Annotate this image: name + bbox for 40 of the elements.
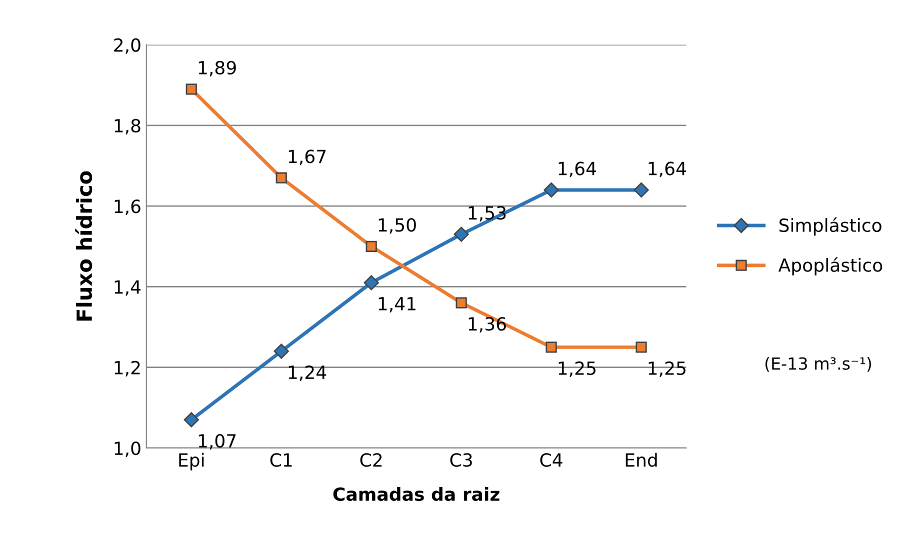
x-tick-label: C2 <box>360 453 382 467</box>
x-tick-label: C1 <box>270 453 292 467</box>
y-tick-label: 1,8 <box>114 118 140 134</box>
data-label: 1,25 <box>648 361 686 377</box>
point <box>364 275 379 290</box>
point <box>184 412 199 428</box>
legend-label: Simplástico <box>779 217 882 236</box>
data-label: 1,89 <box>198 60 236 76</box>
point <box>546 342 557 353</box>
point <box>544 182 559 198</box>
legend-label: Apoplástico <box>778 257 882 276</box>
data-label: 1,36 <box>468 317 506 333</box>
point <box>366 240 377 252</box>
y-tick-label: 1,2 <box>114 360 140 376</box>
point <box>636 342 647 353</box>
point <box>276 172 287 184</box>
x-tick-label: Epi <box>179 452 204 470</box>
data-label: 1,64 <box>648 162 686 178</box>
y-tick-label: 1,0 <box>114 441 140 457</box>
x-tick-label: C3 <box>450 453 472 467</box>
x-tick-label: C4 <box>540 453 562 467</box>
point <box>274 344 289 359</box>
data-label: 1,41 <box>378 297 416 312</box>
y-tick-label: 2,0 <box>114 38 140 54</box>
data-label: 1,64 <box>558 162 596 178</box>
x-axis-title: Camadas da raiz <box>333 487 500 501</box>
data-label: 1,07 <box>198 434 236 450</box>
x-tick-label: End <box>626 452 657 467</box>
text: (E-13 m³.s⁻¹) <box>765 356 872 372</box>
data-label: 1,50 <box>378 218 416 234</box>
point <box>454 226 469 242</box>
y-axis-title: Fluxo hídrico <box>75 171 92 321</box>
data-label: 1,24 <box>288 365 326 381</box>
y-tick-label: 1,4 <box>114 280 141 296</box>
data-label: 1,25 <box>558 361 596 377</box>
y-tick-label: 1,6 <box>114 200 140 216</box>
point <box>634 182 649 198</box>
point <box>456 297 467 308</box>
point <box>186 84 197 95</box>
data-label: 1,67 <box>288 150 326 166</box>
